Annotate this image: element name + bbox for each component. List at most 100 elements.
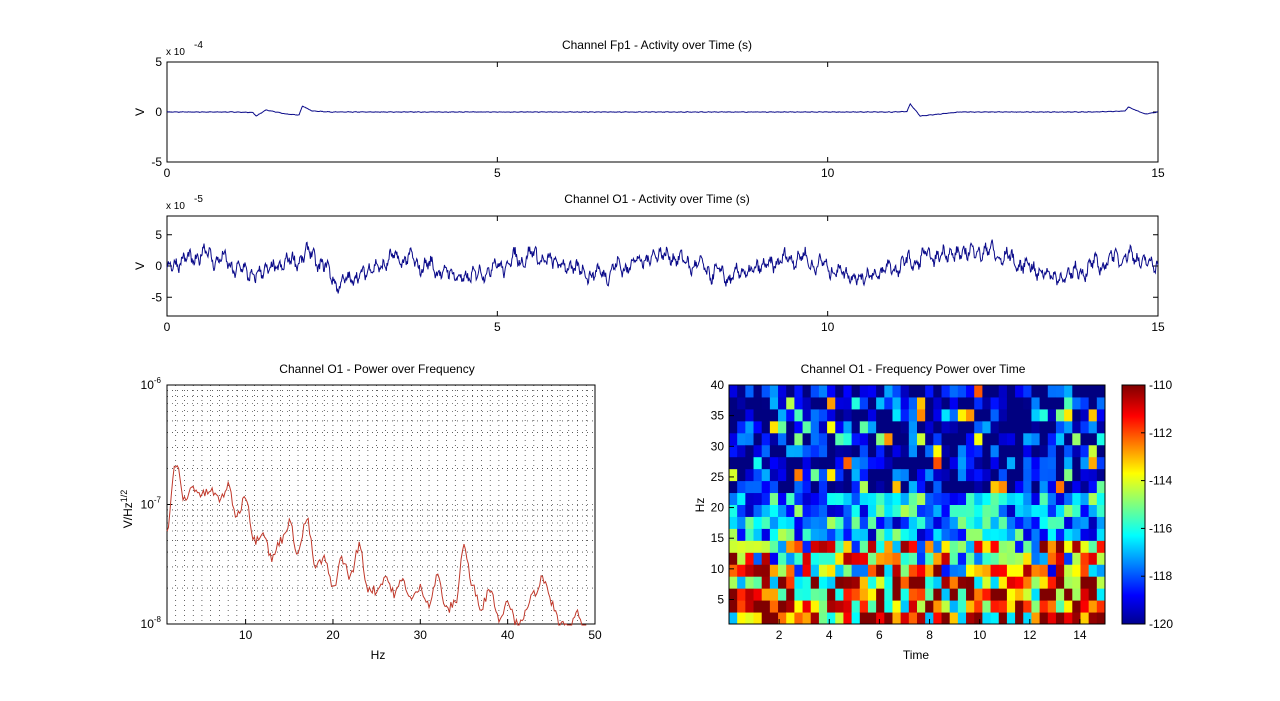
- heatmap-cell: [892, 576, 902, 589]
- heatmap-cell: [818, 432, 828, 446]
- heatmap-cell: [851, 516, 861, 529]
- heatmap-cell: [990, 540, 1000, 553]
- heatmap-cell: [949, 540, 959, 553]
- heatmap-cell: [867, 504, 877, 517]
- heatmap-cell: [908, 444, 918, 458]
- heatmap-cell: [884, 588, 893, 601]
- heatmap-cell: [753, 612, 763, 625]
- heatmap-cell: [835, 552, 844, 565]
- heatmap-cell: [737, 408, 746, 422]
- heatmap-cell: [729, 396, 738, 410]
- heatmap-cell: [810, 588, 820, 601]
- heatmap-cell: [917, 396, 926, 410]
- heatmap-cell: [818, 420, 828, 434]
- heatmap-cell: [778, 492, 787, 505]
- heatmap-cell: [753, 396, 763, 410]
- heatmap-cell: [1023, 576, 1032, 589]
- heatmap-cell: [908, 600, 918, 613]
- panel-psd-ylabel-power: 1/2: [119, 490, 129, 503]
- heatmap-cell: [843, 552, 853, 565]
- colorbar-tick-label: -118: [1149, 569, 1172, 583]
- heatmap-cell: [1039, 612, 1049, 625]
- heatmap-cell: [737, 504, 746, 517]
- heatmap-cell: [1088, 576, 1098, 589]
- heatmap-cell: [1096, 552, 1106, 565]
- heatmap-cell: [1015, 564, 1024, 577]
- heatmap-cell: [941, 385, 951, 398]
- heatmap-cell: [753, 432, 763, 446]
- heatmap-cell: [982, 480, 992, 494]
- heatmap-cell: [917, 600, 926, 613]
- heatmap-cell: [835, 600, 844, 613]
- heatmap-cell: [818, 385, 828, 398]
- heatmap-cell: [810, 540, 820, 553]
- heatmap-cell: [802, 468, 812, 482]
- y-tick-label: 0: [155, 259, 162, 273]
- y-tick-label: 35: [711, 409, 725, 423]
- heatmap-cell: [794, 540, 804, 553]
- heatmap-cell: [1006, 385, 1016, 398]
- heatmap-cell: [729, 528, 738, 541]
- heatmap-cell: [786, 588, 795, 601]
- heatmap-cell: [1006, 588, 1016, 601]
- heatmap-cell: [1039, 528, 1049, 541]
- heatmap-cell: [990, 420, 1000, 434]
- heatmap-cell: [1080, 456, 1090, 470]
- heatmap-cell: [794, 480, 804, 494]
- heatmap-cell: [1080, 552, 1090, 565]
- heatmap-cell: [1055, 540, 1065, 553]
- heatmap-cell: [851, 564, 861, 577]
- heatmap-cell: [867, 516, 877, 529]
- heatmap-cell: [1039, 516, 1049, 529]
- heatmap-cell: [851, 528, 861, 541]
- heatmap-cell: [851, 420, 861, 434]
- heatmap-cell: [966, 564, 975, 577]
- panel-spectrogram-ticks: 2 4 6 8 10 12 14 40 35 30 25 20 15 10 5: [711, 378, 1087, 642]
- heatmap-cell: [810, 456, 820, 470]
- heatmap-cell: [1015, 576, 1024, 589]
- heatmap-cell: [933, 432, 943, 446]
- y-tick-label: 40: [711, 378, 725, 392]
- heatmap-cell: [802, 612, 812, 625]
- heatmap-cell: [982, 385, 992, 398]
- colorbar-tick-label: -114: [1149, 474, 1172, 488]
- heatmap-cell: [835, 564, 844, 577]
- heatmap-cell: [908, 588, 918, 601]
- heatmap-cell: [745, 600, 755, 613]
- heatmap-cell: [1039, 396, 1049, 410]
- heatmap-cell: [990, 576, 1000, 589]
- heatmap-cell: [1039, 564, 1049, 577]
- heatmap-cell: [900, 528, 910, 541]
- heatmap-cell: [876, 456, 885, 470]
- heatmap-cell: [778, 588, 787, 601]
- heatmap-cell: [1072, 456, 1081, 470]
- heatmap-cell: [966, 444, 975, 458]
- panel-o1-exponent-power: -5: [194, 194, 203, 205]
- heatmap-cell: [1039, 588, 1049, 601]
- heatmap-cell: [859, 600, 869, 613]
- heatmap-cell: [957, 420, 967, 434]
- heatmap-cell: [900, 456, 910, 470]
- heatmap-cell: [786, 564, 795, 577]
- heatmap-cell: [818, 396, 828, 410]
- heatmap-cell: [1072, 552, 1081, 565]
- heatmap-cell: [1006, 516, 1016, 529]
- heatmap-cell: [802, 432, 812, 446]
- heatmap-cell: [1072, 492, 1081, 505]
- heatmap-cell: [966, 468, 975, 482]
- heatmap-cell: [835, 588, 844, 601]
- heatmap-cell: [1088, 444, 1098, 458]
- heatmap-cell: [794, 492, 804, 505]
- heatmap-cell: [982, 528, 992, 541]
- heatmap-cell: [729, 444, 738, 458]
- panel-o1-title: Channel O1 - Activity over Time (s): [564, 192, 749, 206]
- heatmap-cell: [802, 600, 812, 613]
- heatmap-cell: [1096, 385, 1106, 398]
- heatmap-cell: [794, 444, 804, 458]
- heatmap-cell: [810, 612, 820, 625]
- heatmap-cell: [1031, 432, 1041, 446]
- heatmap-cell: [949, 576, 959, 589]
- heatmap-cell: [810, 504, 820, 517]
- heatmap-cell: [990, 504, 1000, 517]
- heatmap-cell: [843, 600, 853, 613]
